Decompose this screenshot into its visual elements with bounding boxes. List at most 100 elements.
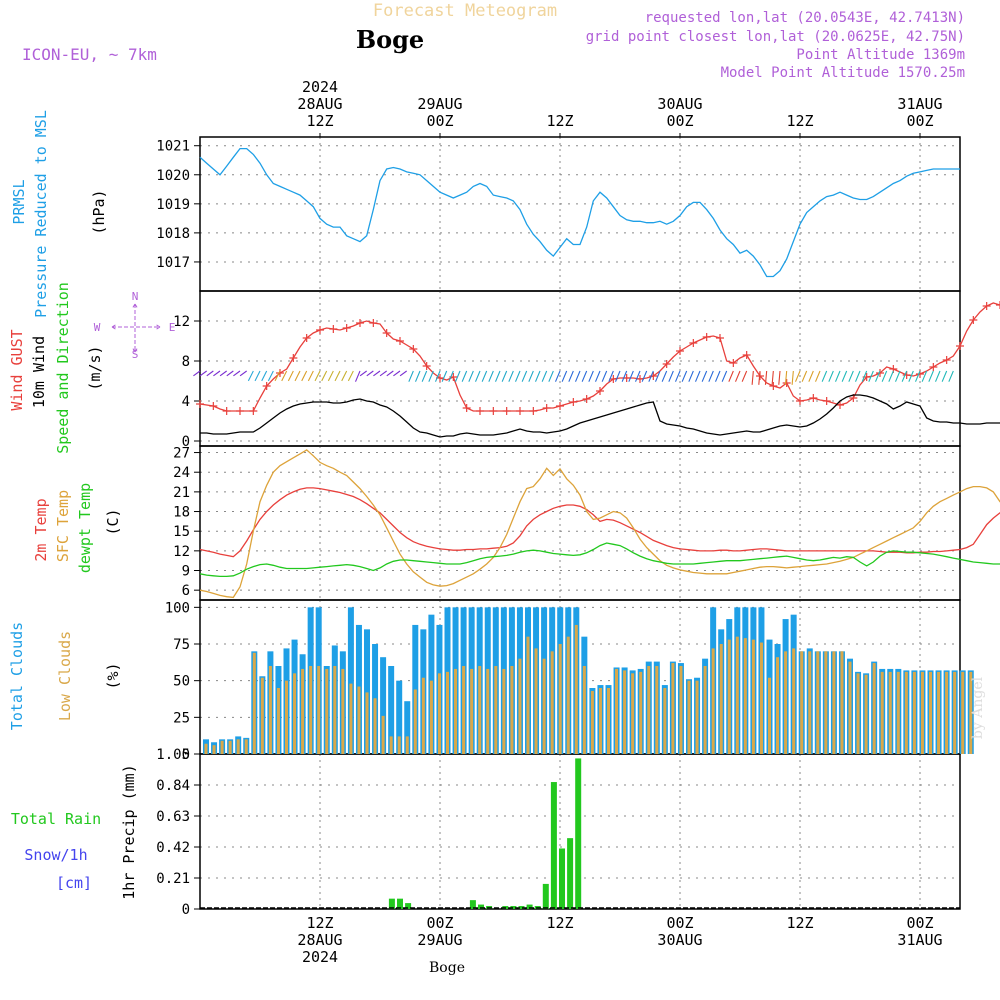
wind-arrow (778, 370, 781, 385)
y-tick-label: 0 (182, 902, 190, 918)
wind-arrow (821, 370, 828, 382)
bottom-time-label: 31AUG (897, 931, 942, 949)
gust-marker (836, 401, 844, 409)
low-cloud-bar (647, 666, 651, 754)
header-faint-title: Forecast Meteogram (373, 1, 557, 21)
low-cloud-bar (252, 652, 256, 754)
top-time-label: 00Z (666, 112, 693, 130)
low-cloud-bar (920, 671, 924, 754)
wind-arrow (528, 370, 534, 382)
gust-marker (582, 395, 591, 403)
gust-marker (276, 369, 284, 377)
gust-marker (742, 351, 751, 359)
wind-arrow (393, 370, 401, 377)
gust-marker (249, 407, 258, 415)
rain-label: Total Rain (11, 810, 101, 828)
low-cloud-bar (462, 666, 466, 754)
requested-coords: requested lon,lat (20.0543E, 42.7413N) (645, 10, 965, 26)
wind-arrow (561, 370, 568, 382)
rain-bar (575, 758, 582, 909)
wind-arrow (294, 370, 301, 382)
y-tick-label: 0.42 (156, 840, 190, 856)
y-tick-label: 75 (173, 637, 190, 653)
gust-marker (796, 397, 804, 405)
wind-arrow (421, 370, 428, 382)
low-cloud-bar (285, 680, 288, 754)
wind-arrow (247, 370, 254, 382)
wind-arrow (648, 370, 654, 382)
wind-arrow (321, 370, 328, 382)
low-cloud-bar (631, 673, 635, 754)
total-cloud-bar (347, 607, 354, 754)
wind-arrow (213, 370, 221, 377)
low-cloud-bar (784, 651, 788, 754)
wind-arrow (521, 370, 528, 382)
top-time-label: 12Z (786, 112, 813, 130)
y-tick-label: 1021 (156, 139, 190, 155)
wind-arrow (508, 370, 514, 382)
low-cloud-bar (486, 668, 490, 754)
wind-arrow (694, 370, 701, 382)
temperature-panel-frame (199, 445, 961, 601)
wind-arrow (701, 370, 708, 382)
low-cloud-bar (413, 689, 417, 754)
wind-arrow (568, 370, 574, 382)
gust-marker (369, 319, 378, 327)
low-cloud-bar (687, 680, 691, 754)
compass-w: W (94, 321, 101, 334)
gust-marker (329, 325, 338, 333)
wind-arrow (751, 370, 754, 385)
gust-marker (782, 379, 791, 387)
top-time-label: 31AUG (897, 95, 942, 113)
gust-marker (822, 397, 831, 405)
gust-marker (969, 316, 978, 324)
low-cloud-bar (365, 692, 369, 754)
low-cloud-bar (204, 743, 208, 754)
wind-arrow (281, 370, 288, 382)
wind-arrow (764, 370, 768, 385)
wind-arrow (628, 370, 634, 382)
low-cloud-bar (478, 666, 482, 754)
gust-marker (302, 334, 311, 342)
wind-unit: (m/s) (86, 345, 104, 390)
low-cloud-bar (639, 671, 643, 754)
wind-arrow (534, 370, 541, 382)
low-cloud-bar (856, 673, 860, 754)
prmsl-line (199, 147, 960, 278)
low-cloud-bar (703, 666, 707, 754)
gust-marker (809, 394, 818, 402)
y-tick-label: 1.05 (156, 747, 190, 763)
low-cloud-bar (711, 648, 715, 754)
low-cloud-bar (953, 671, 957, 754)
low-cloud-bar (695, 680, 699, 754)
low-cloud-bar (502, 668, 506, 754)
wind-arrow (399, 370, 407, 377)
wind-arrow (848, 370, 854, 382)
low-cloud-bar (615, 668, 619, 754)
bottom-time-label: 12Z (546, 914, 573, 932)
wind-arrow (267, 370, 274, 382)
wind-arrow (734, 370, 741, 382)
wind-arrow (581, 370, 588, 382)
wind-arrow (674, 370, 681, 382)
y-tick-label: 15 (173, 524, 190, 540)
wind-arrow (314, 370, 321, 382)
gust-marker (289, 354, 298, 362)
gust-marker (489, 407, 498, 415)
gust-marker (502, 407, 511, 415)
low-cloud-bar (566, 636, 570, 754)
rain-bar (478, 904, 484, 909)
wind-arrow (488, 370, 494, 382)
low-cloud-bar (671, 663, 675, 754)
gust-marker (209, 402, 218, 410)
sfc-temp-line (199, 449, 1000, 599)
wind-arrow (541, 370, 548, 382)
low-cloud-bar (961, 671, 965, 754)
wind-arrow (588, 370, 594, 382)
y-tick-label: 1019 (156, 197, 190, 213)
gust-marker (596, 387, 604, 395)
low-cloud-bar (896, 671, 900, 754)
low-cloud-bar (494, 666, 498, 754)
y-tick-label: 0.84 (156, 778, 190, 794)
rain-bar (526, 904, 533, 909)
